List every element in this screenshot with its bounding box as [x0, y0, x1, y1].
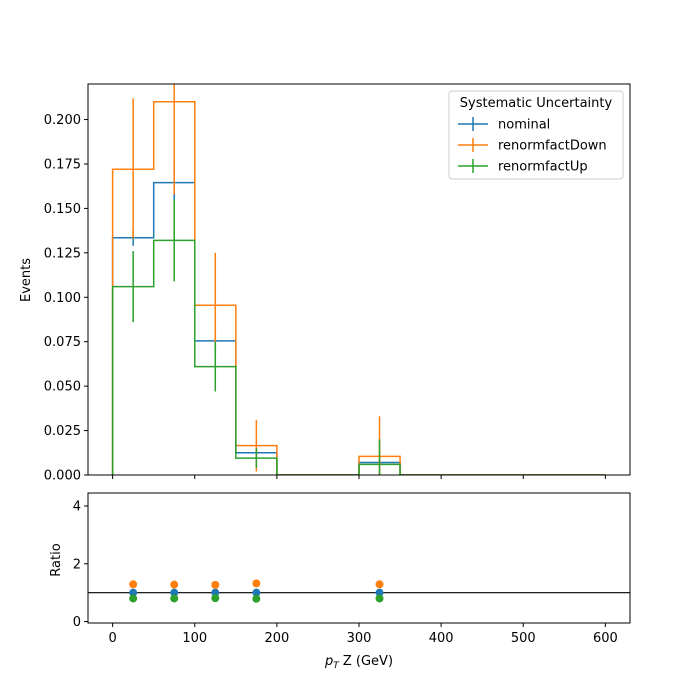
ratio-point-renormfactDown [170, 580, 179, 589]
ratio-plot-panel: 0 2 4 0 100 200 300 400 500 600 Ratio pT Z (GeV) [49, 492, 631, 671]
ratio-point-renormfactUp [375, 594, 384, 603]
ratio-point-nominal [375, 588, 384, 597]
ratio-point-renormfactDown [252, 579, 261, 588]
histogram-step-nominal [111, 181, 606, 475]
x-tick-label: 0 [108, 631, 116, 646]
legend-label-nominal: nominal [498, 118, 550, 133]
ratio-y-tick-label: 2 [73, 557, 81, 572]
ratio-y-tick-label: 4 [73, 500, 81, 515]
x-tick-label: 300 [347, 631, 372, 646]
ratio-x-axis-ticks: 0 100 200 300 400 500 600 [108, 623, 618, 646]
ratio-point-nominal [170, 588, 179, 597]
ratio-point-renormfactUp [211, 594, 220, 603]
x-tick-label: 100 [182, 631, 207, 646]
ratio-point-renormfactDown [211, 580, 220, 589]
main-y-tick-label: 0.025 [44, 424, 81, 439]
main-y-tick-label: 0.000 [44, 469, 81, 484]
ratio-y-axis-ticks: 0 2 4 [73, 500, 88, 630]
legend: Systematic Uncertainty nominal renormfact… [448, 90, 624, 180]
ratio-y-axis-label: Ratio [49, 543, 64, 576]
main-plot-content [111, 84, 606, 475]
x-tick-label: 600 [593, 631, 618, 646]
main-y-tick-label: 0.050 [44, 380, 81, 395]
main-y-axis-ticks: 0.000 0.025 0.050 0.075 0.100 0.125 0.150 0.175… [44, 113, 88, 484]
main-y-tick-label: 0.075 [44, 335, 81, 350]
ratio-point-nominal [252, 588, 261, 597]
x-axis-label: pT Z (GeV) [324, 654, 393, 671]
x-axis-label-subscript: T [333, 661, 340, 671]
main-y-tick-label: 0.175 [44, 157, 81, 172]
ratio-point-renormfactDown [129, 580, 138, 589]
main-x-axis-ticks [112, 475, 606, 479]
ratio-point-renormfactUp [170, 594, 179, 603]
main-y-tick-label: 0.150 [44, 202, 81, 217]
legend-label-renormfactDown: renormfactDown [498, 139, 607, 154]
legend-label-renormfactUp: renormfactUp [498, 160, 588, 175]
histogram-step-renormfactDown [111, 101, 606, 475]
x-tick-label: 500 [511, 631, 536, 646]
ratio-point-renormfactDown [375, 580, 384, 589]
legend-title: Systematic Uncertainty [460, 96, 613, 111]
ratio-point-renormfactUp [252, 594, 261, 603]
ratio-plot-content [88, 579, 630, 603]
main-y-tick-label: 0.100 [44, 291, 81, 306]
legend-entries: nominal renormfactDown renormfactUp [458, 117, 607, 175]
main-y-tick-label: 0.125 [44, 246, 81, 261]
ratio-point-nominal [129, 588, 138, 597]
main-plot-panel: 0.000 0.025 0.050 0.075 0.100 0.125 0.150 0.175… [19, 83, 631, 484]
main-y-axis-label: Events [19, 258, 34, 302]
ratio-point-nominal [211, 588, 220, 597]
ratio-point-renormfactUp [129, 594, 138, 603]
ratio-y-tick-label: 0 [73, 615, 81, 630]
main-y-tick-label: 0.200 [44, 113, 81, 128]
histogram-step-renormfactUp [111, 239, 606, 475]
x-axis-label-p: p [324, 654, 333, 669]
x-tick-label: 400 [429, 631, 454, 646]
x-axis-label-rest: Z (GeV) [339, 654, 393, 669]
x-tick-label: 200 [264, 631, 289, 646]
legend-box [448, 90, 624, 180]
